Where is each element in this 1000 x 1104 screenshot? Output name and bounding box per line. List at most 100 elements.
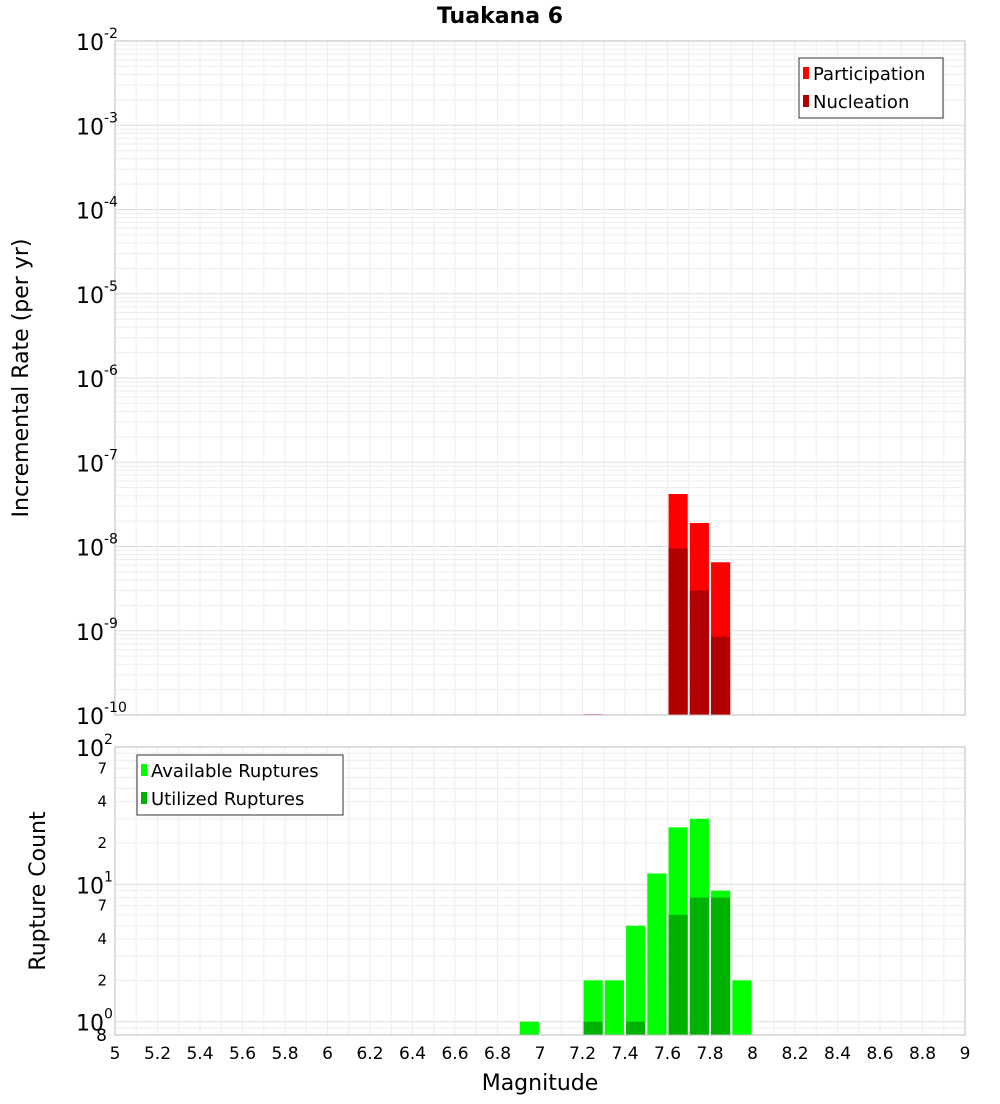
top-y-tick-base: 10 [76, 31, 104, 56]
legend-label-utilized: Utilized Ruptures [151, 789, 304, 810]
x-tick-label: 5.6 [229, 1044, 256, 1064]
utilized-bar [711, 897, 731, 1035]
top-y-tick: 10 -7 [76, 447, 118, 477]
top-y-tick-base: 10 [76, 368, 104, 393]
x-tick-label: 5.4 [186, 1044, 213, 1064]
x-tick-label: 6.8 [484, 1044, 511, 1064]
x-tick-label: 7.8 [696, 1044, 723, 1064]
top-y-tick: 10 -2 [76, 26, 118, 56]
x-tick-label: 8.4 [824, 1044, 851, 1064]
bottom-y-tick: 7 [97, 759, 107, 777]
top-y-tick-base: 10 [76, 115, 104, 140]
x-tick-label: 9 [960, 1044, 971, 1064]
top-y-tick-exponent: -6 [104, 363, 118, 379]
bottom-y-tick: 8 [96, 1026, 107, 1046]
top-y-tick-base: 10 [76, 200, 104, 225]
bottom-gridlines [114, 746, 966, 1036]
utilized-bar [689, 897, 709, 1035]
top-y-tick-exponent: -9 [104, 616, 118, 632]
x-tick-label: 7.6 [654, 1044, 681, 1064]
bottom-y-tick-minor: 2 [97, 971, 107, 989]
top-y-tick: 10 -3 [76, 110, 118, 140]
available-bar [626, 925, 646, 1035]
legend-swatch-nucleation [803, 95, 809, 107]
x-tick-label: 8.2 [781, 1044, 808, 1064]
top-y-tick-exponent: -2 [104, 26, 118, 42]
utilized-bar [626, 1021, 646, 1035]
x-tick-label: 7.2 [569, 1044, 596, 1064]
top-y-tick: 10 -6 [76, 363, 118, 393]
bottom-y-tick-minor: 4 [97, 930, 107, 948]
bottom-y-tick-base: 10 [76, 874, 104, 899]
bottom-y-tick: 10 1 [76, 869, 113, 899]
top-y-tick-base: 10 [76, 452, 104, 477]
top-plot-border [114, 40, 966, 716]
x-tick-label: 7 [535, 1044, 546, 1064]
bottom-y-tick-minor: 8 [96, 1026, 107, 1046]
top-y-tick: 10 -8 [76, 532, 118, 562]
top-y-tick-base: 10 [76, 705, 104, 730]
bottom-plot-border [114, 746, 966, 1036]
x-tick-label: 6 [322, 1044, 333, 1064]
bottom-y-tick-exponent: 1 [104, 869, 113, 885]
x-tick-label: 6.6 [441, 1044, 468, 1064]
available-bar [732, 980, 752, 1035]
top-y-tick: 10 -10 [76, 700, 127, 730]
available-bar [647, 873, 667, 1035]
bottom-y-tick: 10 0 [76, 1007, 113, 1037]
x-tick-label: 7.4 [611, 1044, 638, 1064]
top-gridlines [114, 41, 966, 716]
bottom-y-tick: 4 [97, 793, 107, 811]
utilized-bar [668, 914, 688, 1035]
top-y-tick: 10 -9 [76, 616, 118, 646]
top-y-tick-exponent: -7 [104, 447, 118, 463]
top-y-tick-exponent: -5 [104, 279, 118, 295]
x-tick-labels: 5 5.2 5.4 5.6 5.8 6 6.2 6.4 6.6 6.8 7 7.2 7.4 7.6 7.8 8… [110, 1044, 971, 1064]
x-tick-label: 5.8 [271, 1044, 298, 1064]
bottom-y-tick: 2 [97, 834, 107, 852]
legend-label-participation: Participation [813, 64, 925, 85]
top-legend: Participation Nucleation [798, 57, 944, 119]
top-panel: 10-210-310-410-510-610-710-810-910-10 In… [9, 26, 966, 730]
bottom-legend-box [136, 754, 344, 816]
bottom-y-tick: 2 [97, 971, 107, 989]
bottom-y-tick-minor: 7 [97, 897, 107, 915]
available-bar [519, 1021, 539, 1035]
x-tick-label: 6.2 [356, 1044, 383, 1064]
bottom-y-tick-exponent: 0 [104, 1007, 113, 1023]
bottom-y-axis-label: Rupture Count [26, 811, 51, 971]
available-bar [583, 980, 603, 1035]
x-tick-label: 6.4 [399, 1044, 426, 1064]
top-y-tick: 10 -4 [76, 195, 118, 225]
bottom-y-tick-minor: 2 [97, 834, 107, 852]
bottom-y-tick: 7 [97, 897, 107, 915]
utilized-bar [583, 1021, 603, 1035]
top-y-tick-exponent: -10 [104, 700, 127, 716]
top-y-tick-exponent: -8 [104, 532, 118, 548]
top-legend-box [798, 57, 944, 119]
bottom-y-tick-base: 10 [76, 737, 104, 762]
top-y-axis-label: Incremental Rate (per yr) [9, 239, 34, 518]
bottom-legend: Available Ruptures Utilized Ruptures [136, 754, 344, 816]
top-y-tick-exponent: -4 [104, 195, 118, 211]
top-y-tick-base: 10 [76, 284, 104, 309]
bottom-y-tick: 10 2 [76, 732, 113, 762]
top-y-tick: 10 -5 [76, 279, 118, 309]
available-bar [604, 980, 624, 1035]
bottom-y-tick-exponent: 2 [104, 732, 113, 748]
nucleation-bar [668, 548, 688, 715]
top-y-tick-base: 10 [76, 537, 104, 562]
legend-label-nucleation: Nucleation [813, 92, 909, 113]
chart-title: Tuakana 6 [437, 4, 563, 29]
top-y-tick-labels: 10-210-310-410-510-610-710-810-910-10 [76, 26, 127, 730]
x-tick-label: 5.2 [144, 1044, 171, 1064]
x-tick-label: 8 [747, 1044, 758, 1064]
legend-label-available: Available Ruptures [151, 761, 319, 782]
bottom-y-tick-minor: 7 [97, 759, 107, 777]
legend-swatch-available [141, 764, 147, 776]
x-tick-label: 8.6 [866, 1044, 893, 1064]
bottom-y-tick-base: 10 [76, 1012, 104, 1037]
